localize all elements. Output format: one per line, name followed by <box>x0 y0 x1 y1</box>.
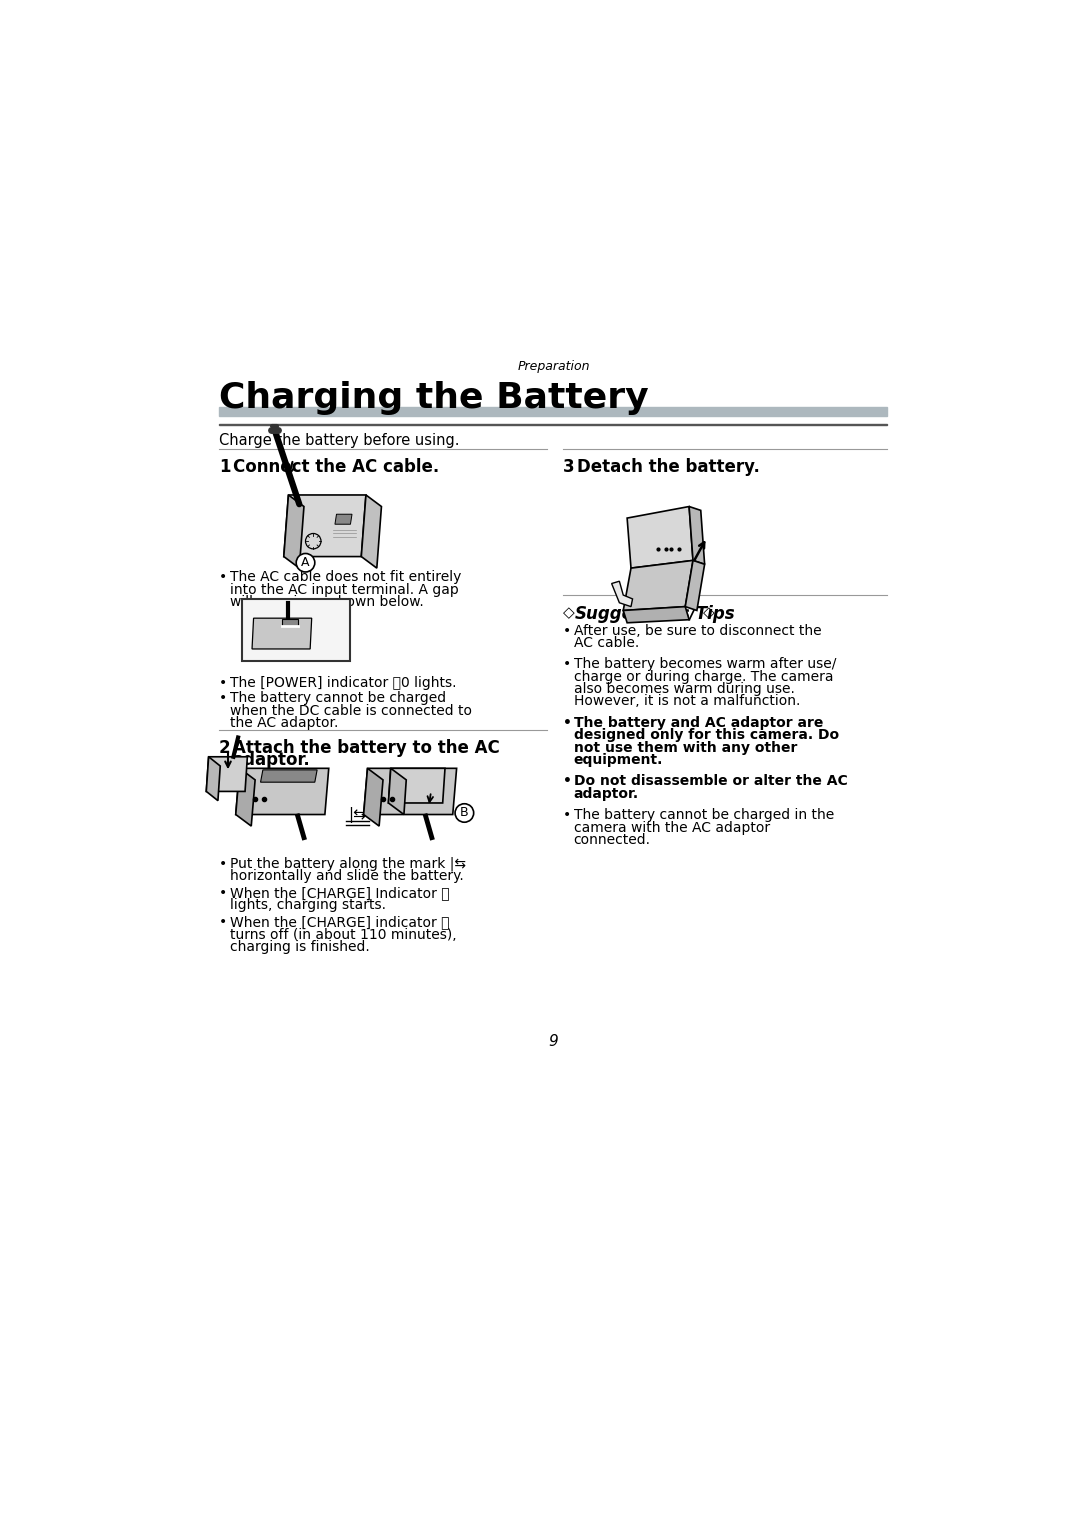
Text: 2: 2 <box>218 739 230 757</box>
Polygon shape <box>206 757 247 792</box>
Text: Do not disassemble or alter the AC: Do not disassemble or alter the AC <box>573 775 848 789</box>
Text: horizontally and slide the battery.: horizontally and slide the battery. <box>230 870 463 884</box>
Polygon shape <box>362 494 381 568</box>
Text: The [POWER] indicator ⑀0 lights.: The [POWER] indicator ⑀0 lights. <box>230 676 456 690</box>
Text: connected.: connected. <box>573 833 650 847</box>
Text: Connect the AC cable.: Connect the AC cable. <box>232 458 438 476</box>
Text: 9: 9 <box>549 1035 558 1048</box>
Polygon shape <box>284 494 366 557</box>
Text: Attach the battery to the AC: Attach the battery to the AC <box>232 739 499 757</box>
Polygon shape <box>623 607 689 623</box>
Polygon shape <box>284 494 303 568</box>
Polygon shape <box>364 768 383 826</box>
Text: •: • <box>218 887 227 900</box>
Polygon shape <box>611 581 633 607</box>
Text: camera with the AC adaptor: camera with the AC adaptor <box>573 821 770 835</box>
Text: lights, charging starts.: lights, charging starts. <box>230 899 386 913</box>
Text: When the [CHARGE] Indicator Ⓑ: When the [CHARGE] Indicator Ⓑ <box>230 887 449 900</box>
Text: •: • <box>563 658 571 671</box>
Polygon shape <box>260 769 318 783</box>
Polygon shape <box>235 768 328 815</box>
Text: •: • <box>563 809 571 823</box>
Text: The battery cannot be charged in the: The battery cannot be charged in the <box>573 809 834 823</box>
Text: •: • <box>218 676 227 690</box>
Text: After use, be sure to disconnect the: After use, be sure to disconnect the <box>573 624 821 638</box>
Text: adaptor.: adaptor. <box>232 751 310 769</box>
Text: 3: 3 <box>563 458 575 476</box>
Text: Charging the Battery: Charging the Battery <box>218 382 648 415</box>
Text: the AC adaptor.: the AC adaptor. <box>230 716 338 729</box>
Text: also becomes warm during use.: also becomes warm during use. <box>573 682 795 696</box>
Text: The battery and AC adaptor are: The battery and AC adaptor are <box>573 716 823 729</box>
Text: designed only for this camera. Do: designed only for this camera. Do <box>573 728 839 742</box>
Polygon shape <box>389 768 406 815</box>
Text: 1: 1 <box>218 458 230 476</box>
Polygon shape <box>685 560 704 610</box>
Text: •: • <box>218 858 227 871</box>
Text: However, it is not a malfunction.: However, it is not a malfunction. <box>573 694 800 708</box>
Text: When the [CHARGE] indicator Ⓑ: When the [CHARGE] indicator Ⓑ <box>230 916 449 929</box>
Text: •: • <box>218 571 227 584</box>
Text: turns off (in about 110 minutes),: turns off (in about 110 minutes), <box>230 928 456 942</box>
Circle shape <box>455 804 474 823</box>
Polygon shape <box>389 768 445 803</box>
Polygon shape <box>627 507 693 568</box>
Text: •: • <box>218 691 227 705</box>
Text: Preparation: Preparation <box>517 360 590 374</box>
Text: adaptor.: adaptor. <box>573 787 638 801</box>
Text: The battery cannot be charged: The battery cannot be charged <box>230 691 446 705</box>
Text: Put the battery along the mark |⇆: Put the battery along the mark |⇆ <box>230 858 465 871</box>
Text: The AC cable does not fit entirely: The AC cable does not fit entirely <box>230 571 461 584</box>
Bar <box>242 598 350 661</box>
Polygon shape <box>282 620 298 626</box>
Polygon shape <box>364 768 457 815</box>
Polygon shape <box>206 757 220 801</box>
Circle shape <box>296 554 314 572</box>
Text: •: • <box>563 716 571 729</box>
Polygon shape <box>623 560 693 610</box>
Bar <box>218 407 887 415</box>
Polygon shape <box>335 514 352 525</box>
Text: when the DC cable is connected to: when the DC cable is connected to <box>230 703 472 717</box>
Text: A: A <box>301 557 310 569</box>
Polygon shape <box>235 768 255 826</box>
Text: Detach the battery.: Detach the battery. <box>577 458 759 476</box>
Text: •: • <box>563 775 571 789</box>
Text: Suggestions/Tips: Suggestions/Tips <box>576 606 735 623</box>
Text: ◇: ◇ <box>563 606 575 620</box>
Text: •: • <box>563 624 571 638</box>
Polygon shape <box>689 507 704 565</box>
Text: Charge the battery before using.: Charge the battery before using. <box>218 432 459 447</box>
Polygon shape <box>252 618 312 649</box>
Text: charging is finished.: charging is finished. <box>230 940 369 954</box>
Text: AC cable.: AC cable. <box>573 636 639 650</box>
Text: into the AC input terminal. A gap: into the AC input terminal. A gap <box>230 583 458 597</box>
Text: will remain as shown below.: will remain as shown below. <box>230 595 423 609</box>
Text: B: B <box>460 806 469 819</box>
Text: The battery becomes warm after use/: The battery becomes warm after use/ <box>573 658 836 671</box>
Text: equipment.: equipment. <box>573 752 663 768</box>
Text: •: • <box>218 916 227 929</box>
Text: not use them with any other: not use them with any other <box>573 740 797 754</box>
Text: |⇆: |⇆ <box>349 807 366 823</box>
Text: charge or during charge. The camera: charge or during charge. The camera <box>573 670 833 684</box>
Text: ◇: ◇ <box>703 606 715 620</box>
